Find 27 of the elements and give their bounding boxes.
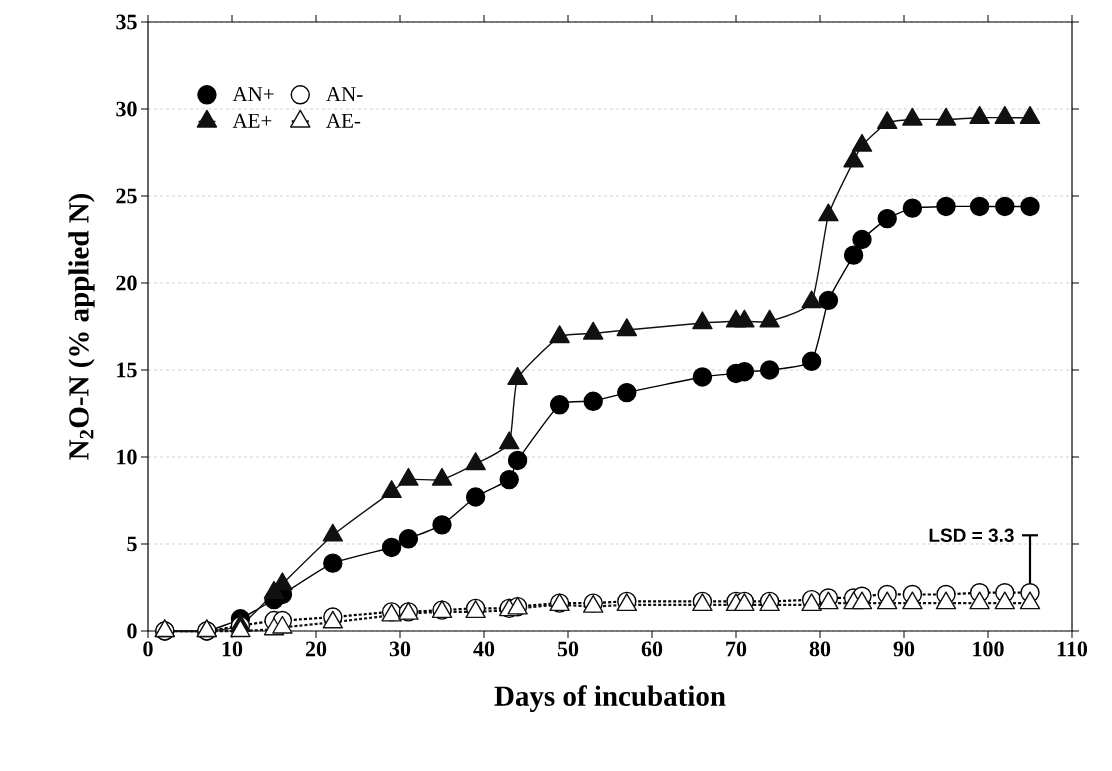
legend-label: AN+ [232, 87, 274, 101]
y-tick-label: 35 [116, 14, 137, 30]
x-tick-label: 110 [1057, 641, 1088, 657]
x-tick-label: 30 [389, 641, 411, 657]
legend-label: AN- [326, 87, 363, 101]
x-tick-label: 0 [143, 641, 153, 657]
x-axis-title: Days of incubation [494, 685, 726, 712]
y-tick-label: 0 [127, 623, 137, 639]
x-tick-label: 20 [305, 641, 327, 657]
y-tick-label: 25 [116, 188, 137, 204]
legend-label: AE- [326, 113, 361, 128]
x-tick-label: 60 [641, 641, 663, 657]
x-tick-label: 50 [557, 641, 579, 657]
y-tick-label: 5 [127, 536, 137, 552]
legend-label: AE+ [232, 113, 272, 128]
x-tick-label: 90 [893, 641, 915, 657]
y-tick-label: 15 [117, 362, 137, 378]
x-tick-label: 10 [222, 641, 243, 657]
x-tick-label: 40 [473, 641, 495, 657]
y-tick-label: 20 [116, 275, 137, 291]
y-axis-title: N$_{2}$O-N (% applied N) [68, 194, 95, 460]
x-tick-label: 70 [726, 641, 747, 657]
x-tick-label: 100 [973, 641, 1004, 657]
y-tick-label: 10 [117, 449, 137, 465]
annotation: LSD = 3.3 [929, 528, 1014, 543]
x-tick-label: 80 [809, 641, 831, 657]
y-tick-label: 30 [116, 101, 137, 117]
